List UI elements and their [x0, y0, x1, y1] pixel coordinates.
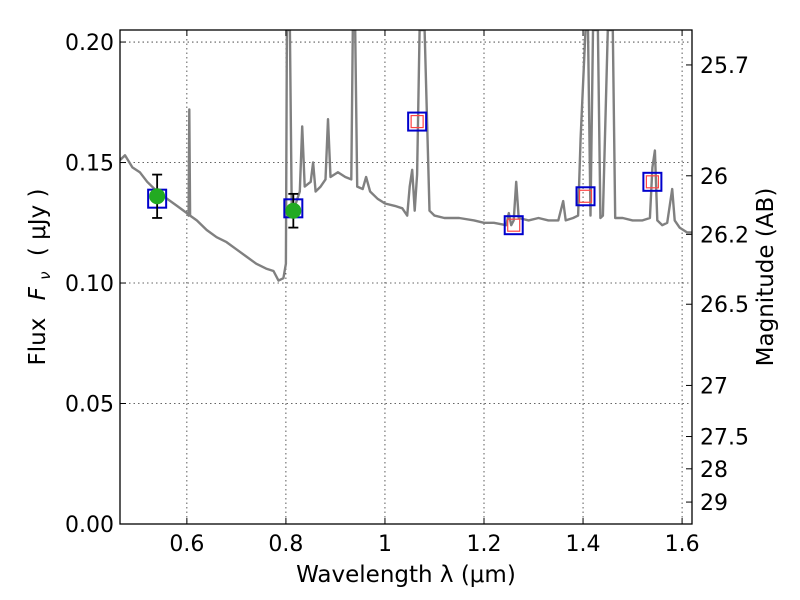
y2-tick-label: 25.7: [700, 54, 749, 79]
model-photometry-inner-square: [507, 218, 521, 232]
model-photometry-inner-square: [645, 175, 659, 189]
plot-frame: [119, 29, 693, 525]
x-tick-label: 1.4: [566, 532, 601, 557]
observed-point: [285, 202, 302, 219]
model-photometry-square: [407, 111, 428, 132]
y-axis-title-suffix: ( μJy ): [25, 189, 51, 257]
x-tick-label: 1.6: [665, 532, 700, 557]
y2-tick-label: 27.5: [700, 426, 749, 451]
model-photometry-inner-square: [410, 114, 424, 129]
x-tick-label: 0.8: [268, 532, 303, 557]
y2-tick-label: 26.5: [700, 293, 749, 318]
y-tick-label: 0.00: [65, 513, 114, 538]
observed-point: [149, 188, 166, 205]
y2-tick-label: 27: [700, 374, 728, 399]
photometry-markers: [147, 111, 663, 236]
y-axis-title-prefix: Flux: [25, 318, 51, 366]
y2-tick-label: 28: [700, 458, 728, 483]
model-spectrum: [120, 30, 692, 282]
y-tick-label: 0.15: [65, 152, 114, 177]
y-axis-title: Flux F ν ( μJy ): [25, 189, 56, 366]
model-photometry-square: [642, 171, 663, 192]
y2-tick-label: 26: [700, 165, 728, 190]
model-photometry-square: [575, 186, 596, 207]
y-axis-title-symbol: F: [25, 286, 51, 300]
x-tick-label: 1.2: [467, 532, 502, 557]
y2-tick-label: 26.2: [700, 223, 749, 248]
model-photometry-inner-square: [578, 189, 593, 203]
axis-ticks: 0.6 0.8 1 1.2 1.4 1.6 0.00 0.05 0.10 0.15 0.20 25.7…: [65, 30, 749, 557]
x-tick-label: 0.6: [169, 532, 204, 557]
y-axis-title-subscript: ν: [36, 271, 54, 279]
x-tick-label: 1: [378, 532, 392, 557]
y-tick-label: 0.10: [65, 272, 114, 297]
model-photometry-square: [503, 215, 524, 236]
x-axis-title: Wavelength λ (μm): [296, 562, 516, 588]
y2-axis-title: Magnitude (AB): [753, 188, 779, 367]
model-spectrum-line: [120, 30, 692, 282]
y2-tick-label: 29: [700, 491, 728, 516]
y-tick-label: 0.05: [65, 393, 114, 418]
y-tick-label: 0.20: [65, 31, 114, 56]
